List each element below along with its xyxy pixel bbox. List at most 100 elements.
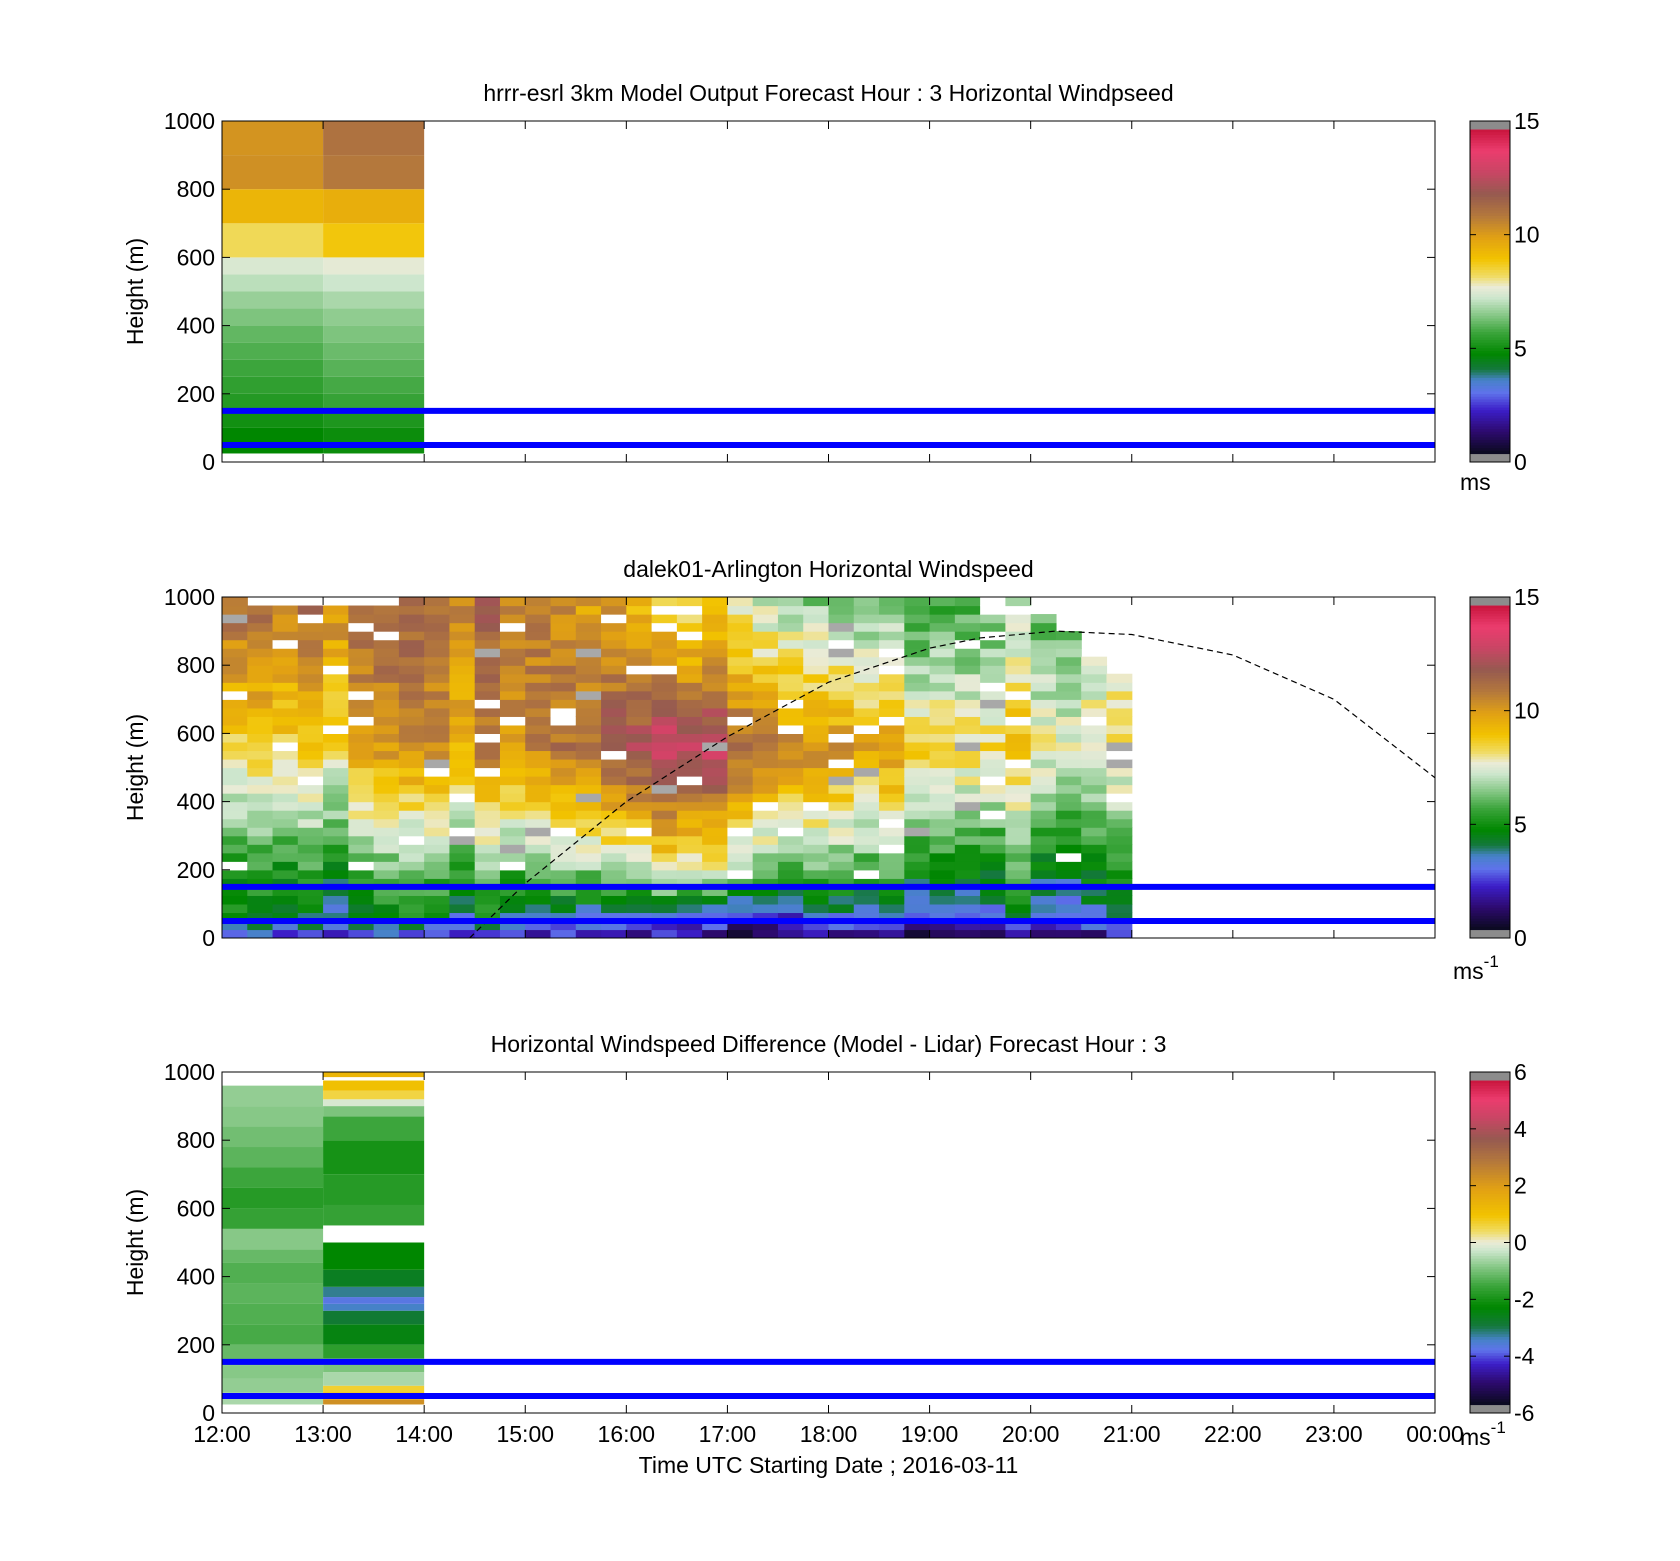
heatmap-cell xyxy=(626,724,653,734)
colorbar-segment xyxy=(1470,326,1510,330)
heatmap-cell xyxy=(954,639,981,649)
heatmap-cell xyxy=(626,622,653,632)
heatmap-cell xyxy=(626,810,653,820)
heatmap-cell xyxy=(222,767,248,777)
heatmap-cell xyxy=(424,835,451,845)
heatmap-cell xyxy=(954,707,981,717)
colorbar-segment xyxy=(1470,313,1510,317)
heatmap-cell xyxy=(828,793,855,803)
heatmap-cell xyxy=(651,622,678,632)
heatmap-cell xyxy=(297,750,324,760)
heatmap-cell xyxy=(373,716,400,726)
colorbar-segment xyxy=(1470,1212,1510,1217)
colorbar-segment xyxy=(1470,1315,1510,1319)
heatmap-cell xyxy=(424,861,451,871)
heatmap-cell xyxy=(297,878,324,888)
heatmap-cell xyxy=(601,852,627,862)
heatmap-cell xyxy=(550,827,577,837)
heatmap-cell xyxy=(954,793,981,803)
heatmap-cell xyxy=(525,886,552,896)
heatmap-cell xyxy=(879,878,905,888)
heatmap-cell xyxy=(626,784,653,794)
heatmap-cell xyxy=(449,903,476,914)
heatmap-cell xyxy=(550,750,577,760)
heatmap-cell xyxy=(752,886,779,896)
heatmap-cell xyxy=(954,810,981,820)
y-tick-label: 400 xyxy=(177,1264,215,1290)
heatmap-cell xyxy=(1081,835,1108,845)
heatmap-cell xyxy=(702,614,729,624)
heatmap-cell xyxy=(727,920,754,931)
heatmap-cell xyxy=(954,656,981,666)
heatmap-cell xyxy=(550,682,577,692)
heatmap-cell xyxy=(1005,912,1032,922)
heatmap-cell xyxy=(702,605,729,615)
heatmap-cell xyxy=(752,912,779,922)
heatmap-cell xyxy=(1106,741,1133,752)
heatmap-cell xyxy=(702,869,729,879)
heatmap-cell xyxy=(676,835,703,845)
heatmap-cell xyxy=(626,656,653,666)
heatmap-cell xyxy=(1030,886,1057,896)
heatmap-cell xyxy=(601,614,627,624)
heatmap-cell xyxy=(853,844,880,854)
heatmap-cell xyxy=(727,741,754,752)
colorbar-segment xyxy=(1470,418,1510,422)
heatmap-cell xyxy=(702,920,729,931)
heatmap-cell xyxy=(222,852,248,862)
heatmap-cell xyxy=(272,903,299,914)
heatmap-cell xyxy=(676,861,703,871)
heatmap-cell xyxy=(676,707,703,717)
heatmap-cell xyxy=(398,622,425,632)
colorbar-segment xyxy=(1470,1183,1510,1187)
heatmap-cell xyxy=(702,793,729,803)
heatmap-cell xyxy=(879,767,905,777)
heatmap-cell xyxy=(601,929,627,938)
heatmap-cell xyxy=(1055,793,1082,803)
heatmap-cell xyxy=(272,750,299,760)
heatmap-cell xyxy=(601,673,627,683)
heatmap-cell xyxy=(1030,793,1057,803)
colorbar-segment xyxy=(1470,888,1510,893)
heatmap-cell xyxy=(853,648,880,658)
heatmap-cell xyxy=(1081,741,1108,752)
heatmap-cell xyxy=(1081,750,1108,760)
colorbar-segment xyxy=(1470,310,1510,314)
colorbar-segment xyxy=(1470,1380,1510,1384)
heatmap-cell xyxy=(601,707,627,717)
colorbar-segment xyxy=(1470,1161,1510,1165)
heatmap-cell xyxy=(777,707,804,717)
heatmap-cell xyxy=(904,844,931,854)
colorbar-segment xyxy=(1470,735,1510,739)
heatmap-cell xyxy=(727,869,754,879)
heatmap-cell xyxy=(373,631,400,641)
heatmap-cell xyxy=(449,776,476,786)
heatmap-cell xyxy=(297,784,324,794)
heatmap-cell xyxy=(1030,895,1057,905)
heatmap-cell xyxy=(727,665,754,675)
colorbar-segment xyxy=(1470,1099,1510,1103)
heatmap-cell xyxy=(1030,665,1057,675)
colorbar-segment xyxy=(1470,867,1510,871)
heatmap-cell xyxy=(929,776,956,786)
heatmap-cell xyxy=(550,690,577,700)
x-tick-label: 19:00 xyxy=(901,1421,959,1447)
heatmap-cell xyxy=(853,639,880,649)
heatmap-cell xyxy=(980,810,1006,820)
heatmap-cell xyxy=(499,648,526,658)
heatmap-cell xyxy=(373,656,400,666)
heatmap-cell xyxy=(676,597,703,607)
heatmap-cell xyxy=(828,912,855,922)
colorbar-segment xyxy=(1470,337,1510,341)
heatmap-cell xyxy=(601,758,627,769)
heatmap-cell xyxy=(348,758,375,769)
colorbar-segment xyxy=(1470,288,1510,293)
heatmap-cell xyxy=(1030,912,1057,922)
heatmap-cell xyxy=(727,750,754,760)
heatmap-cell xyxy=(929,903,956,914)
heatmap-cell xyxy=(1030,716,1057,726)
heatmap-cell xyxy=(752,801,779,811)
heatmap-cell xyxy=(803,690,830,700)
heatmap-cell xyxy=(702,716,729,726)
plot-area-1 xyxy=(222,121,1435,454)
